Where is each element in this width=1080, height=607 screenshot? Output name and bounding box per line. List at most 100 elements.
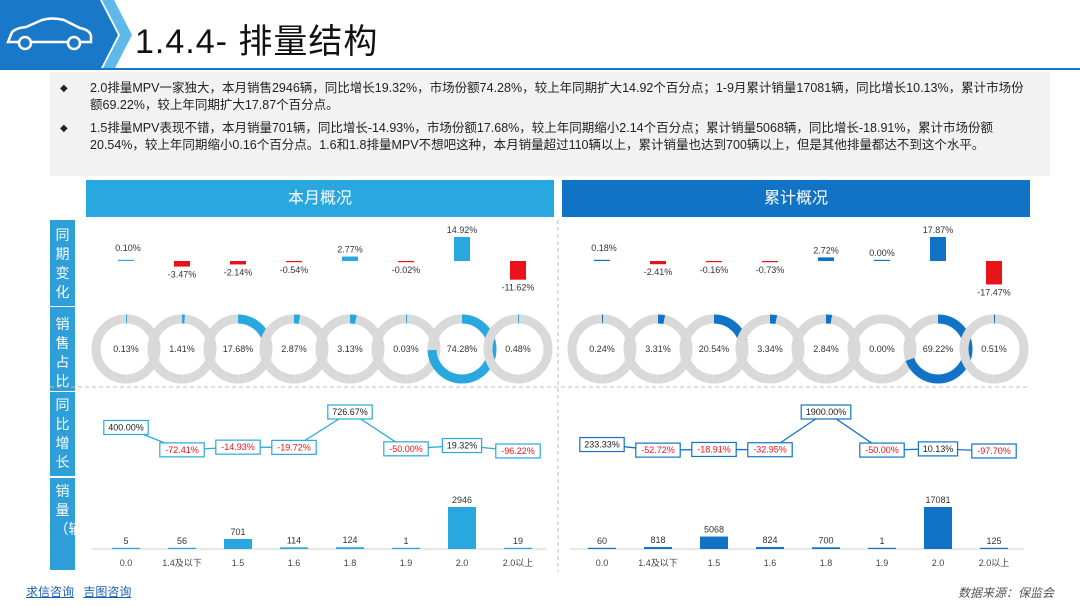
ring-label: 3.34% xyxy=(757,344,783,354)
point-label: -19.72% xyxy=(277,442,311,452)
bar-label: -2.14% xyxy=(224,267,253,277)
category-label: 1.9 xyxy=(876,558,889,568)
bar-value: 701 xyxy=(230,527,245,537)
row-label-share: 销售占比 xyxy=(50,307,75,391)
bar xyxy=(504,547,532,549)
bar xyxy=(650,261,666,265)
bar xyxy=(112,547,140,549)
bar-value: 2946 xyxy=(452,495,472,505)
cum-volume-chart: 60 0.0 818 1.4及以下 5068 1.5 824 1.6 700 1.8 1 1.9 170… xyxy=(588,495,1009,568)
point-box xyxy=(579,436,625,453)
ring-label: 0.24% xyxy=(589,344,615,354)
point-label: -18.91% xyxy=(697,444,731,454)
point-box xyxy=(215,439,261,455)
point-label: 10.13% xyxy=(923,444,954,454)
bar xyxy=(398,261,414,263)
cum-share-change-chart: 0.18% -2.41% -0.16% -0.73% 2.72% 0.00% 17.87% -… xyxy=(591,225,1011,297)
bar-label: 0.18% xyxy=(591,243,617,253)
point-label: 19.32% xyxy=(447,441,478,451)
point-box xyxy=(383,441,429,457)
point-label: -96.22% xyxy=(501,446,535,456)
ring-label: 0.51% xyxy=(981,344,1007,354)
point-label: 400.00% xyxy=(108,422,144,432)
bar-label: -0.73% xyxy=(756,265,785,275)
category-label: 1.9 xyxy=(400,558,413,568)
bar-value: 125 xyxy=(986,536,1001,546)
bar xyxy=(762,261,778,263)
category-label: 2.0以上 xyxy=(503,558,534,568)
category-label: 0.0 xyxy=(120,558,133,568)
bar-label: 2.77% xyxy=(337,245,363,255)
bar xyxy=(342,256,358,261)
point-label: 726.67% xyxy=(332,407,368,417)
bar xyxy=(924,507,952,549)
bar xyxy=(168,547,196,549)
category-label: 1.5 xyxy=(708,558,721,568)
point-box xyxy=(441,437,483,454)
bar-label: -0.02% xyxy=(392,265,421,275)
bar-value: 56 xyxy=(177,536,187,546)
category-label: 1.4及以下 xyxy=(162,558,202,568)
point-label: -52.72% xyxy=(641,445,675,455)
ring-slice xyxy=(371,314,441,384)
point-box xyxy=(917,441,959,457)
point-label: -72.41% xyxy=(165,445,199,455)
row-label-text: 同期变化 xyxy=(55,227,70,300)
footer-link[interactable]: 求信咨询 xyxy=(26,585,75,599)
bar-label: -0.16% xyxy=(700,265,729,275)
month-volume-chart: 5 0.0 56 1.4及以下 701 1.5 114 1.6 124 1.8 1 1.9 2946 2.… xyxy=(112,495,533,568)
bar-label: -2.41% xyxy=(644,267,673,277)
ring-slice xyxy=(791,314,861,384)
bar-label: -3.47% xyxy=(168,270,197,280)
point-box xyxy=(800,404,852,420)
ring-slice xyxy=(959,314,1029,384)
ring-label: 0.48% xyxy=(505,344,531,354)
point-label: -14.93% xyxy=(221,442,255,452)
bar xyxy=(706,261,722,263)
ring-slice xyxy=(315,314,385,384)
category-label: 2.0 xyxy=(932,558,945,568)
ring-slice xyxy=(147,314,217,384)
bar xyxy=(818,257,834,261)
bar xyxy=(174,261,190,267)
summary-box: ◆ 2.0排量MPV一家独大，本月销售2946辆，同比增长19.32%，市场份额7… xyxy=(50,72,1050,176)
bar-value: 124 xyxy=(342,535,357,545)
bar-label: -11.62% xyxy=(502,283,535,293)
bar xyxy=(980,547,1008,549)
footer-link[interactable]: 吉图咨询 xyxy=(83,585,132,599)
bar xyxy=(588,547,616,549)
point-box xyxy=(271,439,317,455)
panel-header-month: 本月概况 xyxy=(86,180,554,217)
point-box xyxy=(691,441,737,458)
point-box xyxy=(327,404,373,420)
bar xyxy=(448,507,476,549)
bar xyxy=(986,261,1002,285)
ring-label: 3.13% xyxy=(337,344,363,354)
bar xyxy=(286,261,302,263)
point-label: -32.95% xyxy=(753,445,787,455)
ring-label: 74.28% xyxy=(447,344,478,354)
bar xyxy=(510,261,526,280)
ring-slice xyxy=(483,314,553,384)
point-box xyxy=(859,442,905,458)
ring-label: 2.87% xyxy=(281,344,307,354)
ring-label: 3.31% xyxy=(645,344,671,354)
point-label: 1900.00% xyxy=(806,407,847,417)
month-share-chart: 0.13% 1.41% 17.68% 2.87% 3.13% 0.03% 74.28% 0.4… xyxy=(91,314,553,384)
bar-value: 17081 xyxy=(925,495,950,505)
ring-label: 0.13% xyxy=(113,344,139,354)
bar xyxy=(930,237,946,261)
bar xyxy=(644,546,672,549)
bar xyxy=(230,261,246,265)
point-label: -50.00% xyxy=(389,444,423,454)
bar xyxy=(756,546,784,549)
bar-label: 14.92% xyxy=(447,225,478,235)
bar-value: 700 xyxy=(818,535,833,545)
bar-value: 19 xyxy=(513,536,523,546)
footer-links: 求信咨询 吉图咨询 xyxy=(26,583,137,600)
cum-growth-chart: 233.33% -52.72% -18.91% -32.95% 1900.00% -50.… xyxy=(579,404,1017,459)
car-icon xyxy=(6,17,93,51)
bar xyxy=(336,547,364,549)
month-share-change-chart: 0.10% -3.47% -2.14% -0.54% 2.77% -0.02% 14.92%… xyxy=(115,225,534,293)
